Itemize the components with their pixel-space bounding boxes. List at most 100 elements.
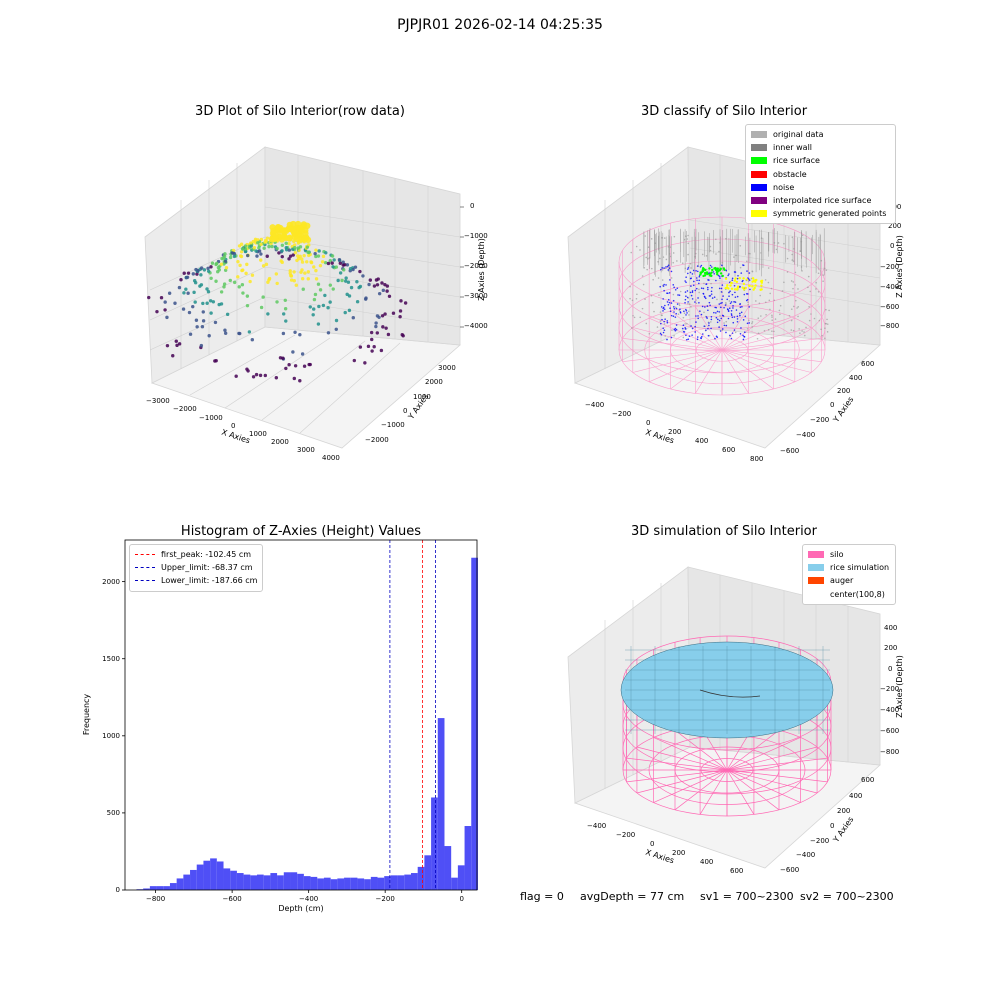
noise-point <box>685 314 687 316</box>
data-point <box>817 290 820 293</box>
data-point <box>263 373 268 378</box>
p1-ztick: −4000 <box>464 322 488 330</box>
data-point <box>261 295 265 299</box>
data-point <box>280 233 287 240</box>
data-point <box>303 271 307 275</box>
data-point <box>824 327 826 330</box>
data-point <box>703 282 705 285</box>
data-point <box>695 302 698 305</box>
data-point <box>222 285 226 289</box>
noise-point <box>676 287 679 290</box>
histogram-bar <box>223 868 231 890</box>
data-point <box>664 335 667 337</box>
data-point <box>251 375 256 379</box>
noise-point <box>729 334 731 337</box>
noise-point <box>719 330 722 332</box>
noise-point <box>739 312 741 315</box>
rice-surface-point <box>699 271 702 274</box>
data-point <box>223 328 227 332</box>
data-point <box>636 293 638 296</box>
noise-point <box>662 306 665 309</box>
data-point <box>254 372 259 377</box>
data-point <box>232 254 237 259</box>
data-point <box>355 300 360 304</box>
data-point <box>210 261 215 265</box>
noise-point <box>695 287 698 290</box>
data-point <box>687 253 689 256</box>
data-point <box>367 282 371 287</box>
histogram-bar <box>297 873 304 890</box>
noise-point <box>713 311 715 314</box>
noise-point <box>692 284 695 287</box>
data-point <box>194 318 199 322</box>
noise-point <box>684 301 686 304</box>
panel4-title: 3D simulation of Silo Interior <box>631 524 817 539</box>
data-point <box>298 332 302 337</box>
data-point <box>657 277 660 279</box>
rice-surface-point <box>723 268 726 271</box>
data-point <box>824 322 827 325</box>
data-point <box>280 249 284 253</box>
noise-point <box>709 304 711 307</box>
data-point <box>314 248 318 252</box>
data-point <box>763 329 766 332</box>
data-point <box>797 306 800 308</box>
p4-zlabel: Z Axies (Depth) <box>894 655 904 718</box>
noise-point <box>685 295 687 298</box>
p1-xtick: −1000 <box>199 414 223 422</box>
legend-swatch <box>808 551 824 559</box>
data-point <box>345 263 350 267</box>
data-point <box>317 304 321 309</box>
noise-point <box>733 301 735 303</box>
noise-point <box>742 319 745 321</box>
data-point <box>828 309 830 312</box>
data-point <box>250 338 255 342</box>
data-point <box>820 259 823 262</box>
data-point <box>244 271 248 276</box>
data-point <box>300 257 304 261</box>
data-point <box>647 246 650 248</box>
data-point <box>747 280 750 282</box>
data-point <box>275 281 279 286</box>
data-point <box>191 272 196 276</box>
noise-point <box>694 289 697 292</box>
data-point <box>281 356 285 360</box>
data-point <box>336 278 340 283</box>
x-tick-label: −600 <box>222 895 242 903</box>
noise-point <box>674 327 677 330</box>
histogram-bar <box>370 876 378 890</box>
histogram-bar <box>444 846 452 890</box>
data-point <box>206 290 211 294</box>
data-point <box>639 249 641 251</box>
p4-ztick: 200 <box>884 644 898 652</box>
y-tick-label: 1000 <box>102 731 120 740</box>
data-point <box>377 315 381 319</box>
noise-point <box>739 286 741 288</box>
noise-point <box>713 272 716 275</box>
data-point <box>821 334 823 337</box>
data-point <box>206 269 211 273</box>
data-point <box>633 316 636 319</box>
data-point <box>331 287 335 291</box>
data-point <box>337 258 342 262</box>
noise-point <box>736 318 739 320</box>
data-point <box>205 287 209 291</box>
y-tick-label: 1500 <box>102 654 120 663</box>
data-point <box>826 323 829 325</box>
data-point <box>715 253 717 255</box>
histogram-bar <box>451 877 458 890</box>
noise-point <box>663 329 666 331</box>
data-point <box>786 257 789 260</box>
histogram-bar <box>203 860 211 890</box>
noise-point <box>669 279 671 281</box>
symmetric-point <box>738 276 741 280</box>
data-point <box>266 280 270 284</box>
data-point <box>687 242 690 245</box>
data-point <box>803 331 805 333</box>
noise-point <box>687 338 690 341</box>
data-point <box>688 303 691 305</box>
noise-point <box>707 309 709 312</box>
p1-ytick: −1000 <box>381 421 405 429</box>
symmetric-point <box>755 278 758 282</box>
data-point <box>779 304 782 307</box>
